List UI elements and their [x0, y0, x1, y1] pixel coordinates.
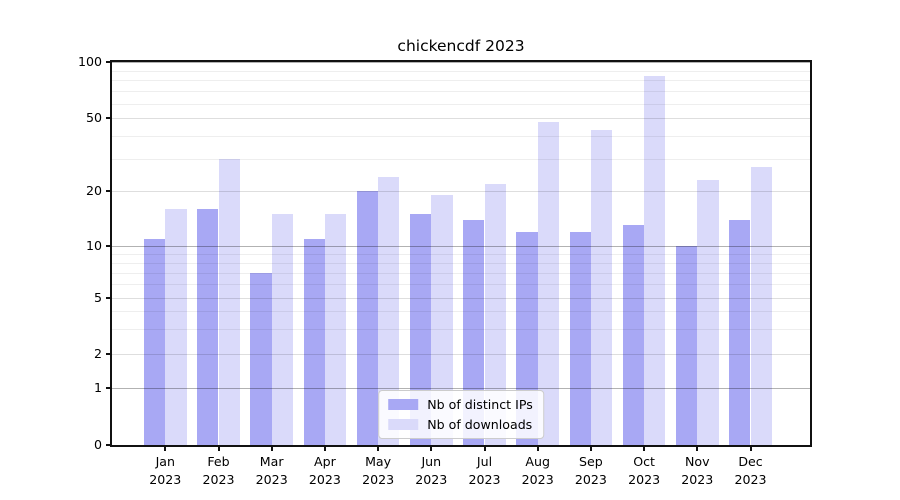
bar-downloads-dec	[750, 167, 772, 445]
legend-label-distinct-ips: Nb of distinct IPs	[427, 397, 533, 412]
x-tick-jan	[164, 447, 167, 451]
y-tick-1	[106, 387, 110, 390]
x-tick-dec	[749, 447, 752, 451]
x-tick-sep	[589, 447, 592, 451]
x-tick-apr	[323, 447, 326, 451]
gridline-y-10	[112, 246, 810, 248]
grid-layer	[112, 62, 810, 445]
y-tick-label-100: 100	[77, 54, 102, 69]
bar-downloads-jan	[165, 208, 187, 445]
x-tick-feb	[217, 447, 220, 451]
x-tick-nov	[696, 447, 699, 451]
x-tick-oct	[643, 447, 646, 451]
plot-area	[110, 60, 812, 447]
x-tick-label-may: May 2023	[362, 454, 395, 487]
gridline-y-2	[112, 354, 810, 356]
y-tick-label-0: 0	[93, 437, 102, 452]
x-tick-label-oct: Oct 2023	[628, 454, 661, 487]
x-tick-label-mar: Mar 2023	[255, 454, 288, 487]
bar-distinct-ips-jan	[144, 238, 166, 445]
y-tick-100	[106, 61, 110, 63]
y-tick-20	[106, 190, 110, 193]
chart-title: chickencdf 2023	[397, 37, 525, 55]
gridline-y-6	[112, 284, 810, 285]
y-tick-label-2: 2	[93, 346, 102, 362]
bar-downloads-jul	[484, 183, 506, 445]
gridline-y-100	[112, 62, 810, 63]
y-tick-0	[106, 444, 110, 446]
bar-distinct-ips-jul	[463, 219, 485, 445]
x-tick-label-jul: Jul 2023	[468, 454, 501, 487]
x-tick-label-apr: Apr 2023	[308, 454, 341, 487]
bar-distinct-ips-nov	[676, 246, 698, 445]
gridline-y-9	[112, 254, 810, 255]
x-tick-jul	[483, 447, 486, 451]
legend-swatch-distinct-ips	[388, 399, 419, 410]
x-tick-label-sep: Sep 2023	[574, 454, 607, 487]
bar-distinct-ips-mar	[250, 272, 272, 445]
gridline-y-8	[112, 262, 810, 264]
y-tick-2	[106, 353, 110, 356]
bar-downloads-jun	[431, 195, 453, 445]
gridline-y-1	[112, 388, 810, 390]
gridline-y-90	[112, 70, 810, 72]
bar-downloads-sep	[590, 130, 613, 445]
gridline-y-60	[112, 103, 810, 105]
bar-distinct-ips-dec	[729, 219, 751, 445]
x-tick-label-jan: Jan 2023	[149, 454, 182, 487]
x-tick-label-nov: Nov 2023	[681, 454, 714, 487]
x-tick-label-dec: Dec 2023	[734, 454, 767, 487]
gridline-y-4	[112, 311, 810, 313]
gridline-y-50	[112, 118, 810, 120]
x-tick-aug	[536, 447, 539, 451]
bar-downloads-apr	[324, 214, 347, 445]
bar-distinct-ips-may	[356, 191, 379, 445]
x-tick-label-feb: Feb 2023	[202, 454, 235, 487]
y-tick-10	[106, 245, 110, 248]
bar-downloads-may	[378, 176, 400, 445]
y-tick-label-10: 10	[85, 238, 102, 254]
y-tick-label-50: 50	[85, 110, 102, 126]
gridline-y-7	[112, 272, 810, 274]
legend: Nb of distinct IPs Nb of downloads	[378, 390, 544, 439]
bar-distinct-ips-sep	[569, 231, 591, 445]
x-tick-jun	[430, 447, 433, 451]
gridline-y-40	[112, 136, 810, 137]
x-tick-label-aug: Aug 2023	[521, 454, 554, 487]
gridline-y-3	[112, 329, 810, 331]
legend-label-downloads: Nb of downloads	[427, 417, 533, 432]
legend-item-distinct-ips: Nb of distinct IPs	[388, 397, 533, 412]
gridline-y-80	[112, 80, 810, 82]
bar-downloads-aug	[537, 121, 559, 445]
gridline-y-30	[112, 158, 810, 160]
gridline-y-70	[112, 91, 810, 92]
bar-downloads-feb	[218, 158, 240, 445]
legend-item-downloads: Nb of downloads	[388, 417, 533, 432]
bar-distinct-ips-apr	[303, 238, 325, 445]
bar-distinct-ips-oct	[622, 225, 645, 445]
y-tick-5	[106, 296, 110, 299]
y-tick-label-1: 1	[93, 380, 102, 396]
x-tick-label-jun: Jun 2023	[415, 454, 448, 487]
y-tick-50	[106, 117, 110, 120]
bar-downloads-oct	[644, 76, 666, 445]
bar-distinct-ips-feb	[197, 208, 219, 445]
bar-downloads-mar	[271, 214, 293, 445]
y-tick-label-20: 20	[85, 183, 102, 199]
gridline-y-20	[112, 191, 810, 193]
x-tick-mar	[270, 447, 273, 451]
gridline-y-5	[112, 297, 810, 299]
x-tick-may	[377, 447, 380, 451]
y-tick-label-5: 5	[93, 289, 102, 305]
bar-downloads-nov	[697, 180, 719, 445]
legend-swatch-downloads	[388, 419, 419, 430]
bar-distinct-ips-jun	[410, 214, 432, 445]
